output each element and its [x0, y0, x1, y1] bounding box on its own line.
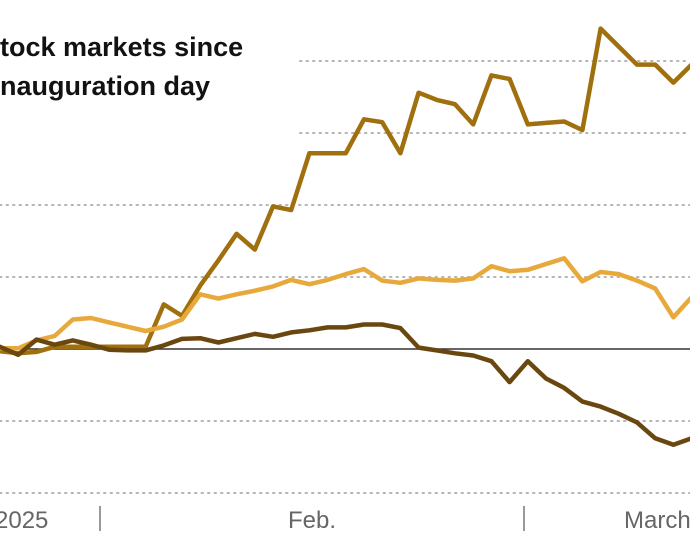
chart-title-line: nauguration day: [0, 71, 211, 101]
series-lines: [0, 26, 690, 448]
gridlines: [0, 60, 690, 494]
chart-title-line: tock markets since: [0, 32, 244, 62]
chart-title: tock markets since nauguration day: [0, 28, 300, 106]
x-tick-label-feb: Feb.: [288, 507, 336, 534]
x-axis: 2025 Feb. March: [0, 506, 690, 534]
x-tick-label-march: March: [624, 507, 690, 534]
series-line-1: [0, 26, 690, 356]
series-line-3: [0, 322, 690, 448]
x-tick-label-2025: 2025: [0, 507, 48, 534]
series-line-2: [0, 256, 690, 351]
